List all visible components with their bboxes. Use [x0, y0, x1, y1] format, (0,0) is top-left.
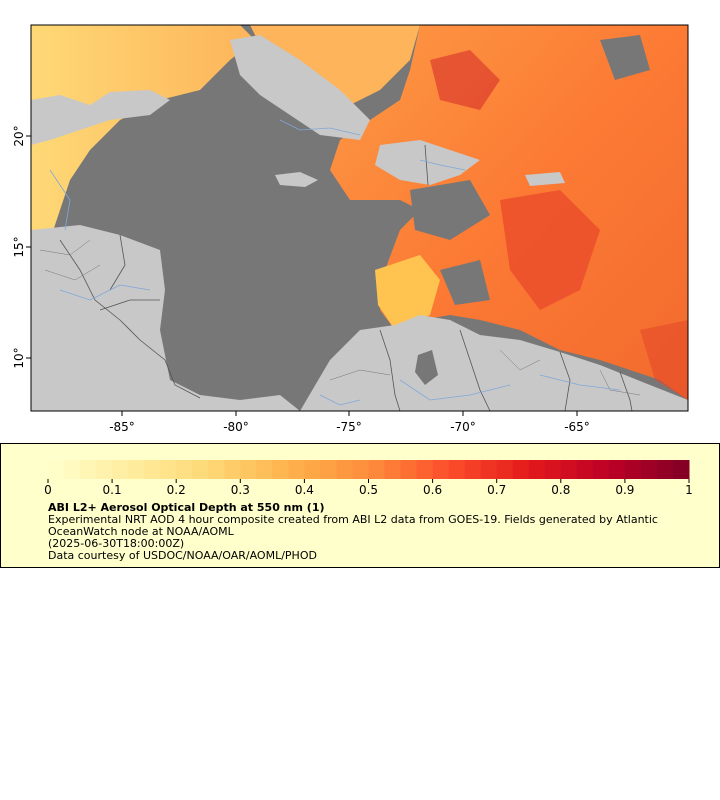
- colorbar-cell: [608, 460, 626, 479]
- colorbar-cell: [192, 460, 209, 479]
- colorbar-cell: [448, 460, 466, 479]
- colorbar-cell: [384, 460, 402, 479]
- colorbar-cell: [240, 460, 257, 479]
- rivers: [49, 119, 621, 406]
- colorbar-tick-label: 0.1: [103, 483, 122, 494]
- land-hispaniola: [375, 140, 480, 185]
- colorbar-cell: [416, 460, 434, 479]
- country-borders: [59, 144, 633, 411]
- no-data-hole-1: [410, 180, 490, 240]
- legend-timestamp: (2025-06-30T18:00:00Z): [48, 537, 185, 550]
- lon-tick-label: -80°: [223, 420, 249, 434]
- colorbar-cell: [208, 460, 225, 479]
- colorbar-cell: [480, 460, 498, 479]
- legend-description-line-1: Experimental NRT AOD 4 hour composite cr…: [48, 513, 658, 526]
- colorbar-tick-label: 0.2: [167, 483, 186, 494]
- colorbar-tick-label: 0.4: [295, 483, 314, 494]
- colorbar-tick-label: 0.7: [487, 483, 506, 494]
- colorbar-cell: [352, 460, 369, 479]
- legend-panel: 0 0.1 0.2 0.3 0.4 0.5 0.6 0.7 0.8 0.9 1 ABI L2+ Ae…: [0, 443, 720, 568]
- colorbar-tick-label: 0.6: [423, 483, 442, 494]
- colorbar-tick-label: 0.9: [615, 483, 634, 494]
- aod-high-band-3: [640, 320, 688, 400]
- legend-credit: Data courtesy of USDOC/NOAA/OAR/AOML/PHO…: [48, 549, 317, 562]
- colorbar-cells: [48, 460, 690, 479]
- colorbar-cell: [592, 460, 610, 479]
- colorbar-cell: [368, 460, 386, 479]
- colorbar-cell: [96, 460, 113, 479]
- land-cuba: [230, 35, 370, 140]
- aod-field-west: [31, 25, 255, 250]
- colorbar-cell: [48, 460, 65, 479]
- colorbar-cell: [336, 460, 353, 479]
- colorbar-cell: [576, 460, 594, 479]
- colorbar-cell: [64, 460, 81, 479]
- colorbar-cell: [624, 460, 642, 479]
- aod-high-band-2: [430, 50, 500, 110]
- map-panel: -85° -80° -75° -70° -65° 20° 15° 10°: [12, 24, 689, 434]
- colorbar-cell: [672, 460, 690, 479]
- lon-tick-label: -85°: [109, 420, 135, 434]
- colorbar-cell: [288, 460, 305, 479]
- colorbar-cell: [512, 460, 530, 479]
- colorbar-cell: [304, 460, 321, 479]
- colorbar-cell: [160, 460, 177, 479]
- legend-description-line-2: OceanWatch node at NOAA/AOML: [48, 525, 234, 538]
- colorbar-tick-label: 0: [44, 483, 52, 494]
- colorbar-tick-label: 1: [685, 483, 693, 494]
- colorbar-cell: [272, 460, 289, 479]
- land-lake-maracaibo: [415, 350, 438, 385]
- map-frame-border: [30, 24, 689, 412]
- colorbar-cell: [176, 460, 193, 479]
- colorbar-cell: [544, 460, 562, 479]
- aod-high-band-1: [500, 190, 600, 310]
- lon-tick-label: -75°: [336, 420, 362, 434]
- colorbar-cell: [224, 460, 241, 479]
- colorbar-cell: [128, 460, 145, 479]
- no-data-hole-2: [600, 35, 650, 80]
- colorbar-cell: [144, 460, 161, 479]
- latitude-axis: 20° 15° 10°: [12, 125, 31, 369]
- legend-title: ABI L2+ Aerosol Optical Depth at 550 nm …: [48, 501, 325, 514]
- colorbar-cell: [80, 460, 97, 479]
- longitude-axis: -85° -80° -75° -70° -65°: [109, 411, 590, 434]
- lat-tick-label: 10°: [12, 347, 26, 368]
- lat-tick-label: 15°: [12, 236, 26, 257]
- colorbar-tick-label: 0.5: [359, 483, 378, 494]
- land-south-america: [300, 315, 688, 411]
- colorbar: 0 0.1 0.2 0.3 0.4 0.5 0.6 0.7 0.8 0.9 1: [44, 460, 693, 494]
- colorbar-cell: [640, 460, 658, 479]
- lat-tick-label: 20°: [12, 125, 26, 146]
- colorbar-cell: [496, 460, 514, 479]
- colorbar-cell: [112, 460, 129, 479]
- land-jamaica: [275, 172, 318, 187]
- colorbar-cell: [528, 460, 546, 479]
- colorbar-cell: [656, 460, 674, 479]
- colorbar-cell: [560, 460, 578, 479]
- lon-tick-label: -70°: [450, 420, 476, 434]
- colorbar-tick-label: 0.8: [551, 483, 570, 494]
- land-central-america: [31, 225, 300, 411]
- colorbar-cell: [432, 460, 450, 479]
- colorbar-tick-label: 0.3: [231, 483, 250, 494]
- colorbar-cell: [400, 460, 418, 479]
- land-puerto-rico: [525, 172, 565, 186]
- no-data-hole-3: [440, 260, 490, 305]
- colorbar-cell: [320, 460, 337, 479]
- lon-tick-label: -65°: [564, 420, 590, 434]
- colorbar-cell: [464, 460, 482, 479]
- colorbar-ticks: 0 0.1 0.2 0.3 0.4 0.5 0.6 0.7 0.8 0.9 1: [44, 479, 693, 494]
- aod-caribbean-patch: [375, 255, 440, 330]
- colorbar-cell: [256, 460, 273, 479]
- land-florida-gulf: [31, 90, 170, 145]
- admin-borders: [39, 239, 641, 396]
